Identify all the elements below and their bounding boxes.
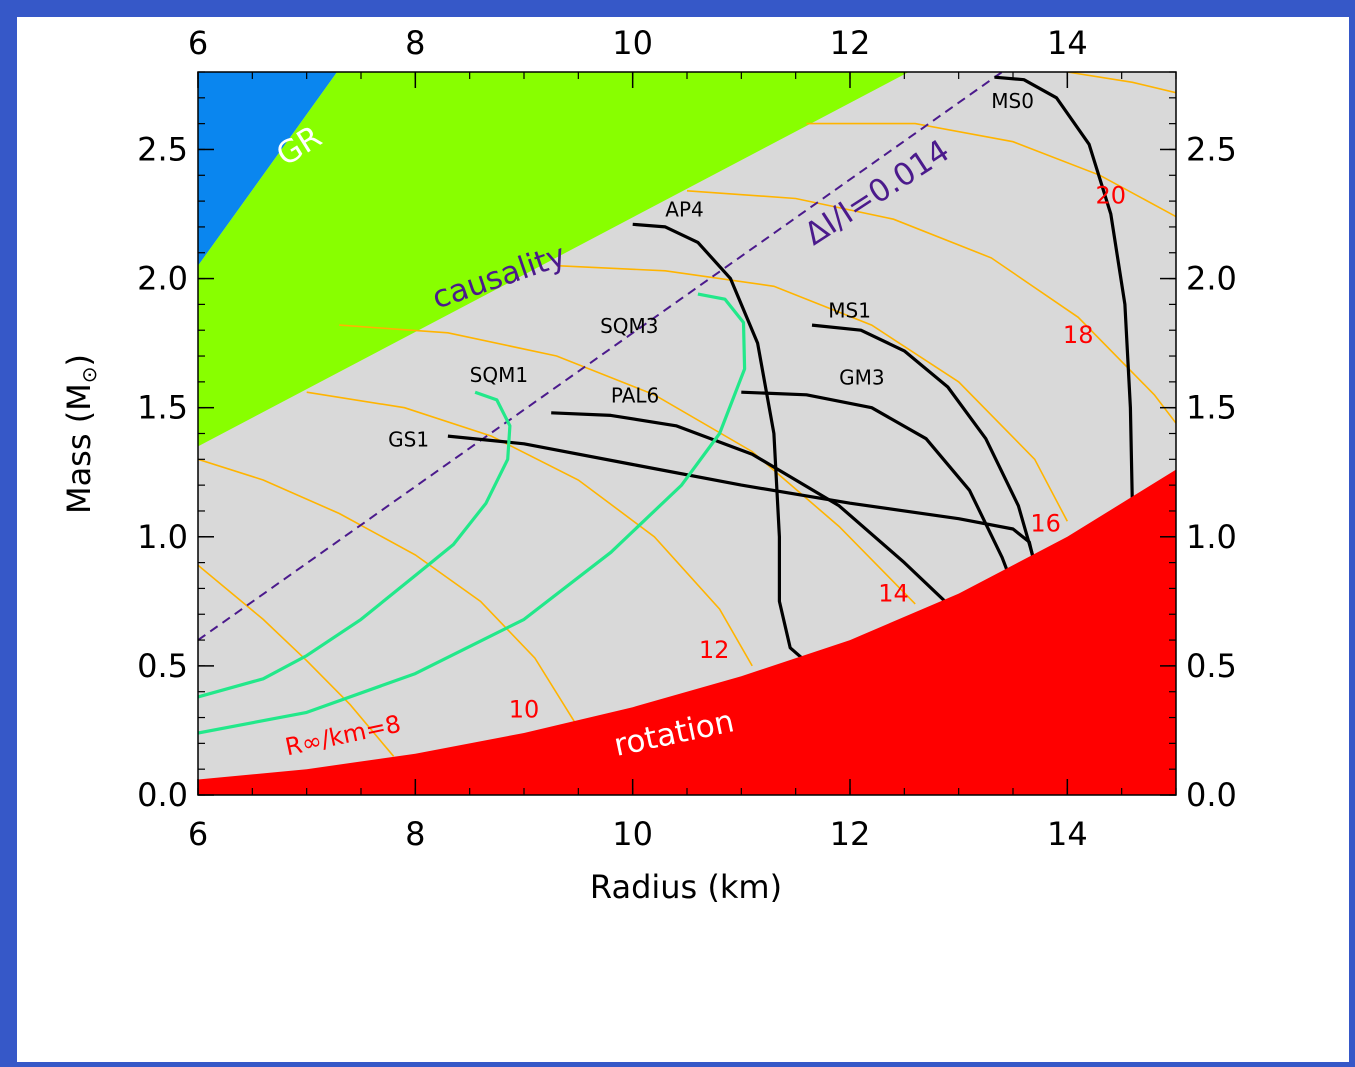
x-tick-label-bottom: 6 bbox=[188, 815, 208, 853]
y-tick-label-left: 1.5 bbox=[137, 389, 188, 427]
series-line-sqm3 bbox=[198, 292, 747, 735]
y-tick-label-right: 2.5 bbox=[1186, 130, 1237, 168]
series-label-ms1: MS1 bbox=[828, 298, 871, 322]
y-tick-label-left: 1.0 bbox=[137, 518, 188, 556]
y-tick-label-right: 0.0 bbox=[1186, 776, 1237, 814]
y-tick-label-right: 1.0 bbox=[1186, 518, 1237, 556]
series-label-pal6: PAL6 bbox=[611, 384, 659, 408]
iso-radius-curve-8 bbox=[198, 564, 395, 757]
iso-radius-label-12: 12 bbox=[699, 636, 730, 664]
series-label-ms0: MS0 bbox=[991, 89, 1034, 113]
y-tick-label-right: 2.0 bbox=[1186, 260, 1237, 298]
x-axis-title: Radius (km) bbox=[590, 868, 782, 906]
iso-radius-label-14: 14 bbox=[878, 579, 909, 607]
series-label-ap4: AP4 bbox=[665, 198, 703, 222]
y-tick-label-left: 2.0 bbox=[137, 260, 188, 298]
iso-radius-label-20: 20 bbox=[1096, 182, 1127, 210]
series-label-gs1: GS1 bbox=[388, 427, 429, 451]
slide-border-right bbox=[1349, 0, 1355, 1067]
series-label-sqm3: SQM3 bbox=[600, 314, 658, 338]
y-axis-title-close: ) bbox=[60, 354, 98, 366]
series-line-sqm1 bbox=[198, 390, 512, 699]
iso-radius-label-16: 16 bbox=[1030, 510, 1061, 538]
slide-border-bottom bbox=[0, 1062, 1355, 1067]
plot-area: GRcausalityrotationΔI/I=0.014R∞/km=81012… bbox=[198, 72, 1176, 795]
series-label-sqm1: SQM1 bbox=[470, 363, 528, 387]
slide-border-top bbox=[0, 0, 1355, 17]
iso-radius-curve-14 bbox=[339, 324, 916, 605]
iso-radius-label-10: 10 bbox=[509, 696, 540, 724]
y-tick-label-left: 0.0 bbox=[137, 776, 188, 814]
x-tick-label-bottom: 12 bbox=[830, 815, 871, 853]
y-tick-label-right: 1.5 bbox=[1186, 389, 1237, 427]
x-tick-label-bottom: 14 bbox=[1047, 815, 1088, 853]
series-label-gm3: GM3 bbox=[839, 365, 884, 389]
iso-radius-curve-12 bbox=[306, 391, 753, 667]
x-tick-label-top: 10 bbox=[612, 24, 653, 62]
plot-content bbox=[198, 72, 1176, 795]
x-tick-label-top: 14 bbox=[1047, 24, 1088, 62]
y-tick-label-left: 2.5 bbox=[137, 130, 188, 168]
y-axis-title: Mass (M⊙) bbox=[60, 354, 101, 514]
iso-radius-curve-22 bbox=[1067, 72, 1176, 94]
slide-border-left bbox=[0, 0, 17, 1067]
causality-region bbox=[198, 72, 909, 447]
solar-symbol: ⊙ bbox=[77, 366, 101, 383]
iso-radius-curve-20 bbox=[806, 122, 1176, 218]
x-tick-label-top: 6 bbox=[188, 24, 208, 62]
rotation-region bbox=[198, 469, 1176, 795]
x-tick-label-bottom: 10 bbox=[612, 815, 653, 853]
iso-radius-curve-16 bbox=[556, 264, 1069, 522]
x-tick-label-top: 8 bbox=[405, 24, 425, 62]
gr-region bbox=[198, 72, 338, 266]
y-tick-label-left: 0.5 bbox=[137, 647, 188, 685]
iso-radius-curve-18 bbox=[686, 190, 1176, 424]
y-axis-title-text: Mass (M bbox=[60, 383, 98, 514]
y-tick-label-right: 0.5 bbox=[1186, 647, 1237, 685]
axes: 6 6 8 8 10 10 12 12 14 14 0.0 0.0 0.5 0.5 1.0 1.0 1.5 1.5… bbox=[137, 24, 1237, 853]
x-tick-label-top: 12 bbox=[830, 24, 871, 62]
iso-radius-curve-10 bbox=[198, 458, 579, 729]
iso-radius-label-18: 18 bbox=[1063, 321, 1094, 349]
x-tick-label-bottom: 8 bbox=[405, 815, 425, 853]
